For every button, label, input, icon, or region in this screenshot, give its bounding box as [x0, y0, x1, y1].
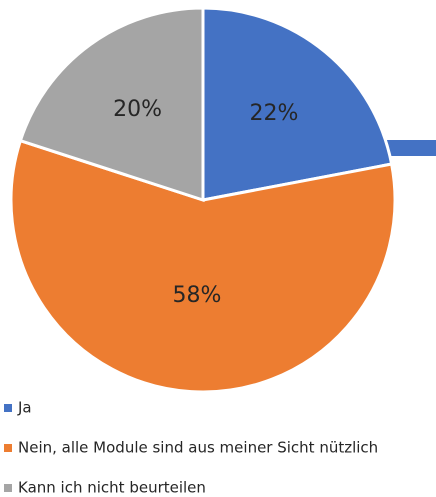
pie-slice: [201, 6, 394, 202]
data-label: 20%: [113, 97, 162, 122]
pie-slice: [18, 6, 205, 203]
legend-label: Ja: [17, 399, 32, 417]
legend-label: Nein, alle Module sind aus meiner Sicht …: [18, 439, 378, 457]
pie-slice: [9, 138, 397, 394]
data-label: 58%: [173, 283, 222, 308]
legend-marker: [4, 404, 12, 412]
legend-marker: [4, 484, 12, 492]
cropped-shape: [380, 140, 436, 156]
data-label: 22%: [250, 101, 299, 126]
legend-label: Kann ich nicht beurteilen: [18, 479, 206, 497]
legend-marker: [4, 444, 12, 452]
